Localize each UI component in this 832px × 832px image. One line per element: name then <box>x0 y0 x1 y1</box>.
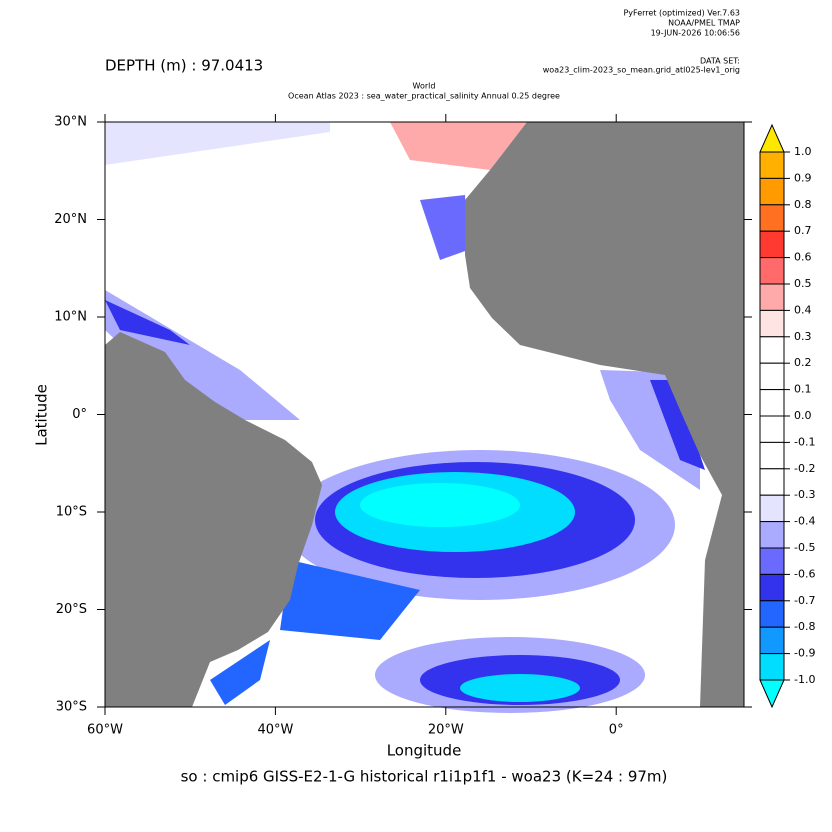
colorbar-label: 0.9 <box>794 171 812 184</box>
colorbar-box <box>759 494 785 523</box>
colorbar-label: -0.5 <box>794 541 815 554</box>
y-tick-label: 0° <box>72 407 87 422</box>
colorbar-box <box>759 362 785 391</box>
dataset-label: DATA SET: <box>700 57 740 66</box>
colorbar-label: 0.8 <box>794 198 812 211</box>
colorbar-box <box>759 257 785 285</box>
y-tick-label: 30°S <box>56 700 87 715</box>
colorbar-box <box>759 336 785 364</box>
colorbar-label: -0.6 <box>794 567 815 580</box>
shade <box>650 380 705 470</box>
shade <box>360 483 520 527</box>
colorbar-box <box>759 573 785 602</box>
y-tick-label: 20°S <box>56 602 87 617</box>
colorbar-top <box>759 123 785 153</box>
colorbar-label: 0.1 <box>794 383 812 396</box>
colorbar-label: 0.4 <box>794 303 812 316</box>
colorbar-box <box>759 653 785 681</box>
colorbar-box <box>759 177 785 206</box>
dataset: woa23_clim-2023_so_mean.grid_atl025-lev1… <box>543 66 740 75</box>
shade <box>420 195 468 260</box>
colorbar-bottom <box>759 679 785 709</box>
depth: DEPTH (m) : 97.0413 <box>105 57 263 75</box>
colorbar-label: -0.3 <box>794 488 815 501</box>
colorbar-box <box>759 151 785 179</box>
colorbar-box <box>759 283 785 311</box>
colorbar-label: 0.5 <box>794 277 812 290</box>
x-tick-label: 20°W <box>428 723 464 738</box>
land <box>465 122 744 707</box>
shade <box>280 560 420 640</box>
colorbar: 1.0 0.9 0.8 0.7 0.6 0.5 0.4 0.3 0.2 0.1 0.0 -0.1 -0.… <box>759 123 815 709</box>
colorbar-label: 0.6 <box>794 251 812 264</box>
colorbar-label: -0.9 <box>794 647 815 660</box>
y-tick-label: 10°N <box>54 310 87 325</box>
colorbar-box <box>759 468 785 496</box>
colorbar-box <box>759 309 785 338</box>
colorbar-label: 0.2 <box>794 356 812 369</box>
colorbar-box <box>759 547 785 575</box>
y-tick-label: 30°N <box>54 115 87 130</box>
colorbar-label: -0.1 <box>794 435 815 448</box>
colorbar-label: -0.8 <box>794 620 815 633</box>
colorbar-label: 1.0 <box>794 145 812 158</box>
colorbar-box <box>759 204 785 232</box>
shade <box>390 122 527 170</box>
x-axis-label: Longitude <box>387 742 462 760</box>
colorbar-label: -0.7 <box>794 594 815 607</box>
shade <box>460 674 580 702</box>
y-tick-label: 10°S <box>56 505 87 520</box>
lab: NOAA/PMEL TMAP <box>668 19 740 28</box>
colorbar-label: -0.4 <box>794 515 815 528</box>
axes: 60°W 40°W 20°W 0° 30°N 20°N 10°N 0° 10°S 20°S 30°S <box>54 114 752 738</box>
colorbar-box <box>759 441 785 470</box>
colorbar-label: -1.0 <box>794 673 815 686</box>
caption: so : cmip6 GISS-E2-1-G historical r1i1p1… <box>181 768 668 786</box>
subtitle: Ocean Atlas 2023 : sea_water_practical_s… <box>288 92 560 101</box>
shade <box>105 122 330 165</box>
y-tick-label: 20°N <box>54 212 87 227</box>
colorbar-box <box>759 521 785 549</box>
software: PyFerret (optimized) Ver.7.63 <box>623 9 740 18</box>
map-field <box>105 122 744 713</box>
colorbar-box <box>759 626 785 655</box>
x-tick-label: 60°W <box>87 723 123 738</box>
colorbar-box <box>759 415 785 443</box>
colorbar-label: -0.2 <box>794 462 815 475</box>
x-tick-label: 0° <box>609 723 624 738</box>
colorbar-box <box>759 600 785 628</box>
colorbar-label: 0.0 <box>794 409 812 422</box>
land <box>105 332 322 707</box>
colorbar-box <box>759 389 785 417</box>
shade <box>210 640 270 705</box>
x-tick-label: 40°W <box>257 723 293 738</box>
timestamp: 19-JUN-2026 10:06:56 <box>651 29 740 38</box>
y-axis-label: Latitude <box>33 384 51 446</box>
shade <box>105 300 190 345</box>
colorbar-box <box>759 230 785 259</box>
colorbar-label: 0.7 <box>794 224 812 237</box>
title: World <box>413 82 436 91</box>
colorbar-label: 0.3 <box>794 330 812 343</box>
